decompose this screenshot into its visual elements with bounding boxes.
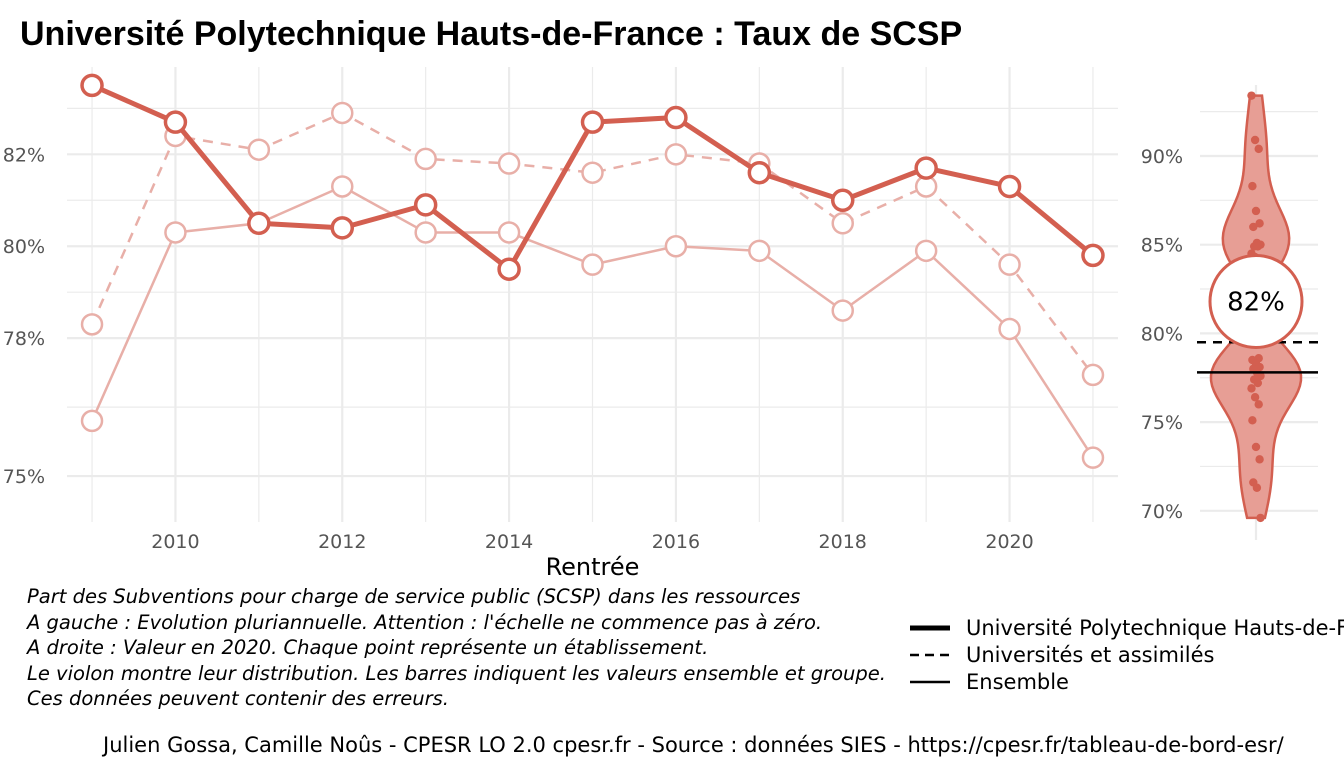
data-point [497, 257, 521, 281]
x-tick-label: 2012 [318, 531, 366, 553]
legend-label: Université Polytechnique Hauts-de-France [966, 616, 1344, 640]
x-tick-label: 2016 [652, 531, 700, 553]
data-point [664, 234, 688, 258]
note-line: Ces données peuvent contenir des erreurs… [27, 687, 449, 710]
legend-label: Ensemble [966, 670, 1069, 694]
data-point [247, 211, 271, 236]
data-point [581, 253, 604, 276]
violin-point [1256, 513, 1265, 523]
data-point [497, 221, 521, 244]
y-tick-label: 90% [1141, 146, 1183, 168]
data-point [164, 221, 187, 244]
data-point [998, 253, 1021, 276]
data-point [414, 147, 437, 171]
violin-point [1252, 483, 1262, 492]
highlight-circle [1208, 253, 1304, 349]
y-tick-label: 80% [1141, 323, 1183, 345]
violin-panel: 70% 75% 80% 85% 90% 82% [1141, 85, 1318, 540]
data-point [831, 212, 854, 235]
data-point [497, 152, 521, 175]
data-point [831, 299, 854, 322]
legend-key-dashed [910, 653, 950, 657]
x-axis-title: Rentrée [546, 553, 640, 581]
note-line: Le violon montre leur distribution. Les … [27, 661, 886, 685]
data-point [1081, 363, 1105, 387]
violin-point [1248, 416, 1257, 425]
legend-label: Universités et assimilés [966, 643, 1215, 667]
y-tick-label: 70% [1141, 501, 1183, 523]
y-tick-label: 75% [3, 466, 45, 488]
data-point [331, 175, 354, 198]
data-point [331, 101, 354, 125]
data-point [1081, 243, 1105, 268]
data-point [413, 193, 438, 217]
data-point [997, 174, 1022, 199]
line-chart-panel: 2010 2012 2014 2016 2018 2020 75% 78% 80% 82% Rent… [3, 67, 1118, 581]
violin-point [1248, 181, 1257, 191]
chart-title: Université Polytechnique Hauts-de-France… [20, 15, 963, 53]
note-line: A droite : Valeur en 2020. Chaque point … [27, 636, 709, 659]
x-tick-label: 2020 [985, 531, 1033, 553]
data-point [80, 409, 104, 433]
chart-canvas: 2010 2012 2014 2016 2018 2020 75% 78% 80% 82% Rent… [3, 67, 1318, 581]
violin-point [1256, 371, 1265, 381]
y-tick-label: 82% [3, 144, 45, 166]
y-tick-label: 78% [3, 328, 45, 350]
violin-point [1253, 378, 1263, 388]
data-point [414, 221, 437, 244]
data-point [914, 239, 938, 263]
data-point [748, 239, 771, 263]
data-point [330, 216, 355, 240]
x-tick-label: 2014 [485, 531, 533, 553]
violin-point [1250, 135, 1260, 145]
y-tick-label: 85% [1141, 235, 1183, 257]
violin-point [1251, 206, 1261, 216]
violin-point [1250, 393, 1260, 402]
violin-point [1255, 455, 1264, 464]
data-point [581, 161, 604, 184]
y-tick-label: 75% [1141, 412, 1183, 434]
data-point [830, 188, 855, 213]
data-point [914, 156, 938, 180]
data-point [747, 160, 772, 185]
note-line: Part des Subventions pour charge de serv… [27, 585, 801, 608]
data-point [998, 317, 1021, 341]
data-point [247, 138, 271, 161]
highlight-value-label: 82% [1227, 287, 1285, 317]
data-point [580, 110, 605, 134]
violin-point [1255, 219, 1264, 228]
caption: Julien Gossa, Camille Noûs - CPESR LO 2.… [103, 733, 1284, 757]
violin-point [1251, 442, 1261, 452]
x-tick-label: 2010 [151, 531, 199, 553]
y-tick-label: 80% [3, 236, 45, 258]
data-point [664, 143, 688, 166]
violin-point [1253, 242, 1263, 251]
legend-key-solid-thick [910, 625, 950, 631]
legend-key-solid-thin [910, 680, 950, 684]
x-tick-label: 2018 [819, 531, 867, 553]
violin-point [1254, 144, 1263, 154]
note-line: A gauche : Evolution pluriannuelle. Atte… [27, 610, 823, 634]
violin-point [1254, 400, 1263, 409]
chart-notes: Part des Subventions pour charge de serv… [27, 584, 886, 712]
data-point [80, 73, 104, 98]
data-point [163, 110, 188, 134]
violin-point [1249, 222, 1258, 232]
data-point [80, 313, 104, 336]
violin-point [1247, 91, 1256, 100]
data-point [1081, 446, 1105, 469]
violin-point [1247, 384, 1256, 393]
data-point [664, 105, 688, 130]
